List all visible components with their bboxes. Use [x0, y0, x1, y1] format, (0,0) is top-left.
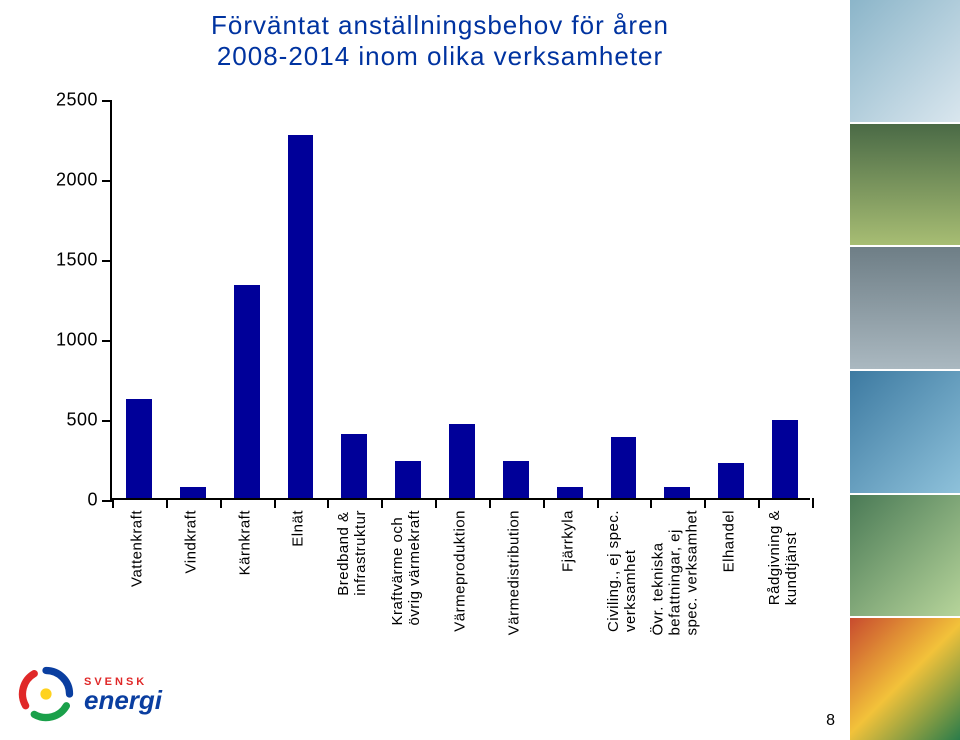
x-label-line: Elnät: [290, 510, 307, 547]
x-axis-label: Värmedistribution: [505, 510, 522, 635]
x-label-line: Värmeproduktion: [452, 510, 469, 632]
x-tick: [543, 498, 545, 508]
x-axis-label: Vattenkraft: [128, 510, 145, 587]
x-label-line: Elhandel: [721, 510, 738, 572]
x-label-line: Värmedistribution: [505, 510, 522, 635]
bar: [772, 420, 798, 498]
y-tick: [102, 420, 112, 422]
bar: [341, 434, 367, 498]
chart: Förväntat anställningsbehov för åren 200…: [50, 10, 830, 610]
x-tick: [489, 498, 491, 508]
x-tick: [327, 498, 329, 508]
plot-area: 05001000150020002500: [110, 100, 810, 500]
x-tick: [381, 498, 383, 508]
x-axis-label: Kärnkraft: [236, 510, 253, 575]
x-axis-label: Elnät: [290, 510, 307, 547]
x-tick: [274, 498, 276, 508]
y-tick: [102, 340, 112, 342]
bar: [718, 463, 744, 498]
x-label-line: Fjärrkyla: [559, 510, 576, 572]
strip-image: [850, 493, 960, 617]
x-axis-label: Övr. tekniskabefattningar, ejspec. verks…: [650, 510, 701, 636]
y-tick-label: 1500: [56, 250, 98, 271]
x-label-line: Övr. tekniska: [650, 542, 667, 635]
x-label-line: Vattenkraft: [128, 510, 145, 587]
x-tick: [812, 498, 814, 508]
bar: [664, 487, 690, 498]
x-axis-label: Värmeproduktion: [452, 510, 469, 632]
x-tick: [435, 498, 437, 508]
bar: [288, 135, 314, 498]
x-tick: [220, 498, 222, 508]
x-label-line: Kraftvärme och: [389, 517, 406, 626]
x-axis-labels: Vattenkraft Vindkraft Kärnkraft Elnät Bredba…: [110, 510, 810, 710]
x-axis-label: Vindkraft: [182, 510, 199, 573]
strip-image: [850, 369, 960, 493]
bar: [503, 461, 529, 498]
logo-swirl-icon: [18, 666, 74, 722]
bar: [557, 487, 583, 498]
y-tick: [102, 500, 112, 502]
strip-image: [850, 245, 960, 369]
y-tick: [102, 180, 112, 182]
y-tick: [102, 100, 112, 102]
x-label-line: Kärnkraft: [236, 510, 253, 575]
y-tick-label: 500: [66, 410, 98, 431]
bar: [449, 424, 475, 498]
x-label-line: infrastruktur: [352, 510, 369, 596]
x-tick: [650, 498, 652, 508]
bar: [126, 399, 152, 498]
x-axis-label: Fjärrkyla: [559, 510, 576, 572]
logo-text-bottom: energi: [84, 688, 162, 713]
bar: [611, 437, 637, 498]
strip-image: [850, 616, 960, 740]
x-tick: [758, 498, 760, 508]
x-axis-label: Elhandel: [721, 510, 738, 572]
x-tick: [166, 498, 168, 508]
x-tick: [112, 498, 114, 508]
strip-image: [850, 0, 960, 122]
x-tick: [597, 498, 599, 508]
image-strip: [850, 0, 960, 740]
x-label-line: Vindkraft: [182, 510, 199, 573]
chart-title-line2: 2008-2014 inom olika verksamheter: [50, 41, 830, 72]
y-tick: [102, 260, 112, 262]
x-axis-label: Bredband &infrastruktur: [335, 510, 369, 596]
bars: [112, 100, 810, 498]
x-label-line: befattningar, ej: [667, 510, 684, 636]
chart-title-line1: Förväntat anställningsbehov för åren: [50, 10, 830, 41]
x-axis-label: Kraftvärme ochövrig värmekraft: [389, 510, 423, 626]
x-axis-label: Rådgivning &kundtjänst: [766, 510, 800, 605]
x-axis-label: Civiling., ej spec.verksamhet: [605, 510, 639, 632]
x-label-line: övrig värmekraft: [406, 510, 423, 626]
bar: [395, 461, 421, 498]
page-number: 8: [826, 712, 835, 730]
x-label-line: Rådgivning &: [766, 510, 783, 605]
logo: SVENSK energi: [18, 666, 162, 722]
x-label-line: spec. verksamhet: [684, 510, 701, 636]
logo-text: SVENSK energi: [84, 676, 162, 713]
x-label-line: Civiling., ej spec.: [605, 510, 622, 632]
chart-title: Förväntat anställningsbehov för åren 200…: [50, 10, 830, 72]
page: Förväntat anställningsbehov för åren 200…: [0, 0, 960, 740]
x-label-line: kundtjänst: [783, 510, 800, 605]
y-tick-label: 1000: [56, 330, 98, 351]
y-tick-label: 2000: [56, 170, 98, 191]
strip-image: [850, 122, 960, 246]
x-label-line: Bredband &: [335, 511, 352, 595]
x-tick: [704, 498, 706, 508]
bar: [180, 487, 206, 498]
y-tick-label: 2500: [56, 90, 98, 111]
bar: [234, 285, 260, 498]
x-label-line: verksamhet: [622, 510, 639, 632]
y-tick-label: 0: [87, 490, 98, 511]
